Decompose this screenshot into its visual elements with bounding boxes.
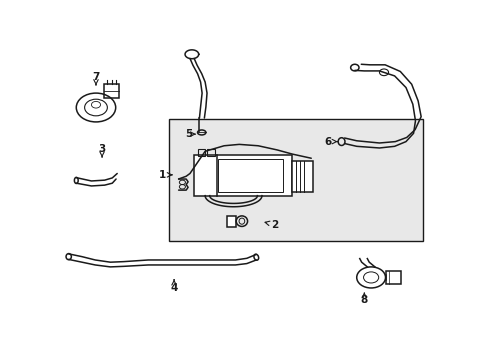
Text: 6: 6 [324, 136, 337, 147]
Text: 7: 7 [92, 72, 100, 85]
Bar [169, 120, 422, 242]
Bar [385, 271, 401, 284]
Bar [292, 161, 312, 192]
Bar [206, 149, 214, 156]
Bar [103, 84, 119, 98]
Text: 8: 8 [360, 293, 367, 305]
Text: 1: 1 [159, 170, 172, 180]
Text: 2: 2 [264, 220, 278, 230]
Bar [193, 156, 292, 195]
Bar [197, 149, 205, 156]
Bar [226, 216, 235, 227]
Text: 5: 5 [184, 129, 195, 139]
Bar [218, 159, 282, 192]
Text: 4: 4 [170, 280, 177, 293]
Text: 3: 3 [98, 144, 105, 157]
